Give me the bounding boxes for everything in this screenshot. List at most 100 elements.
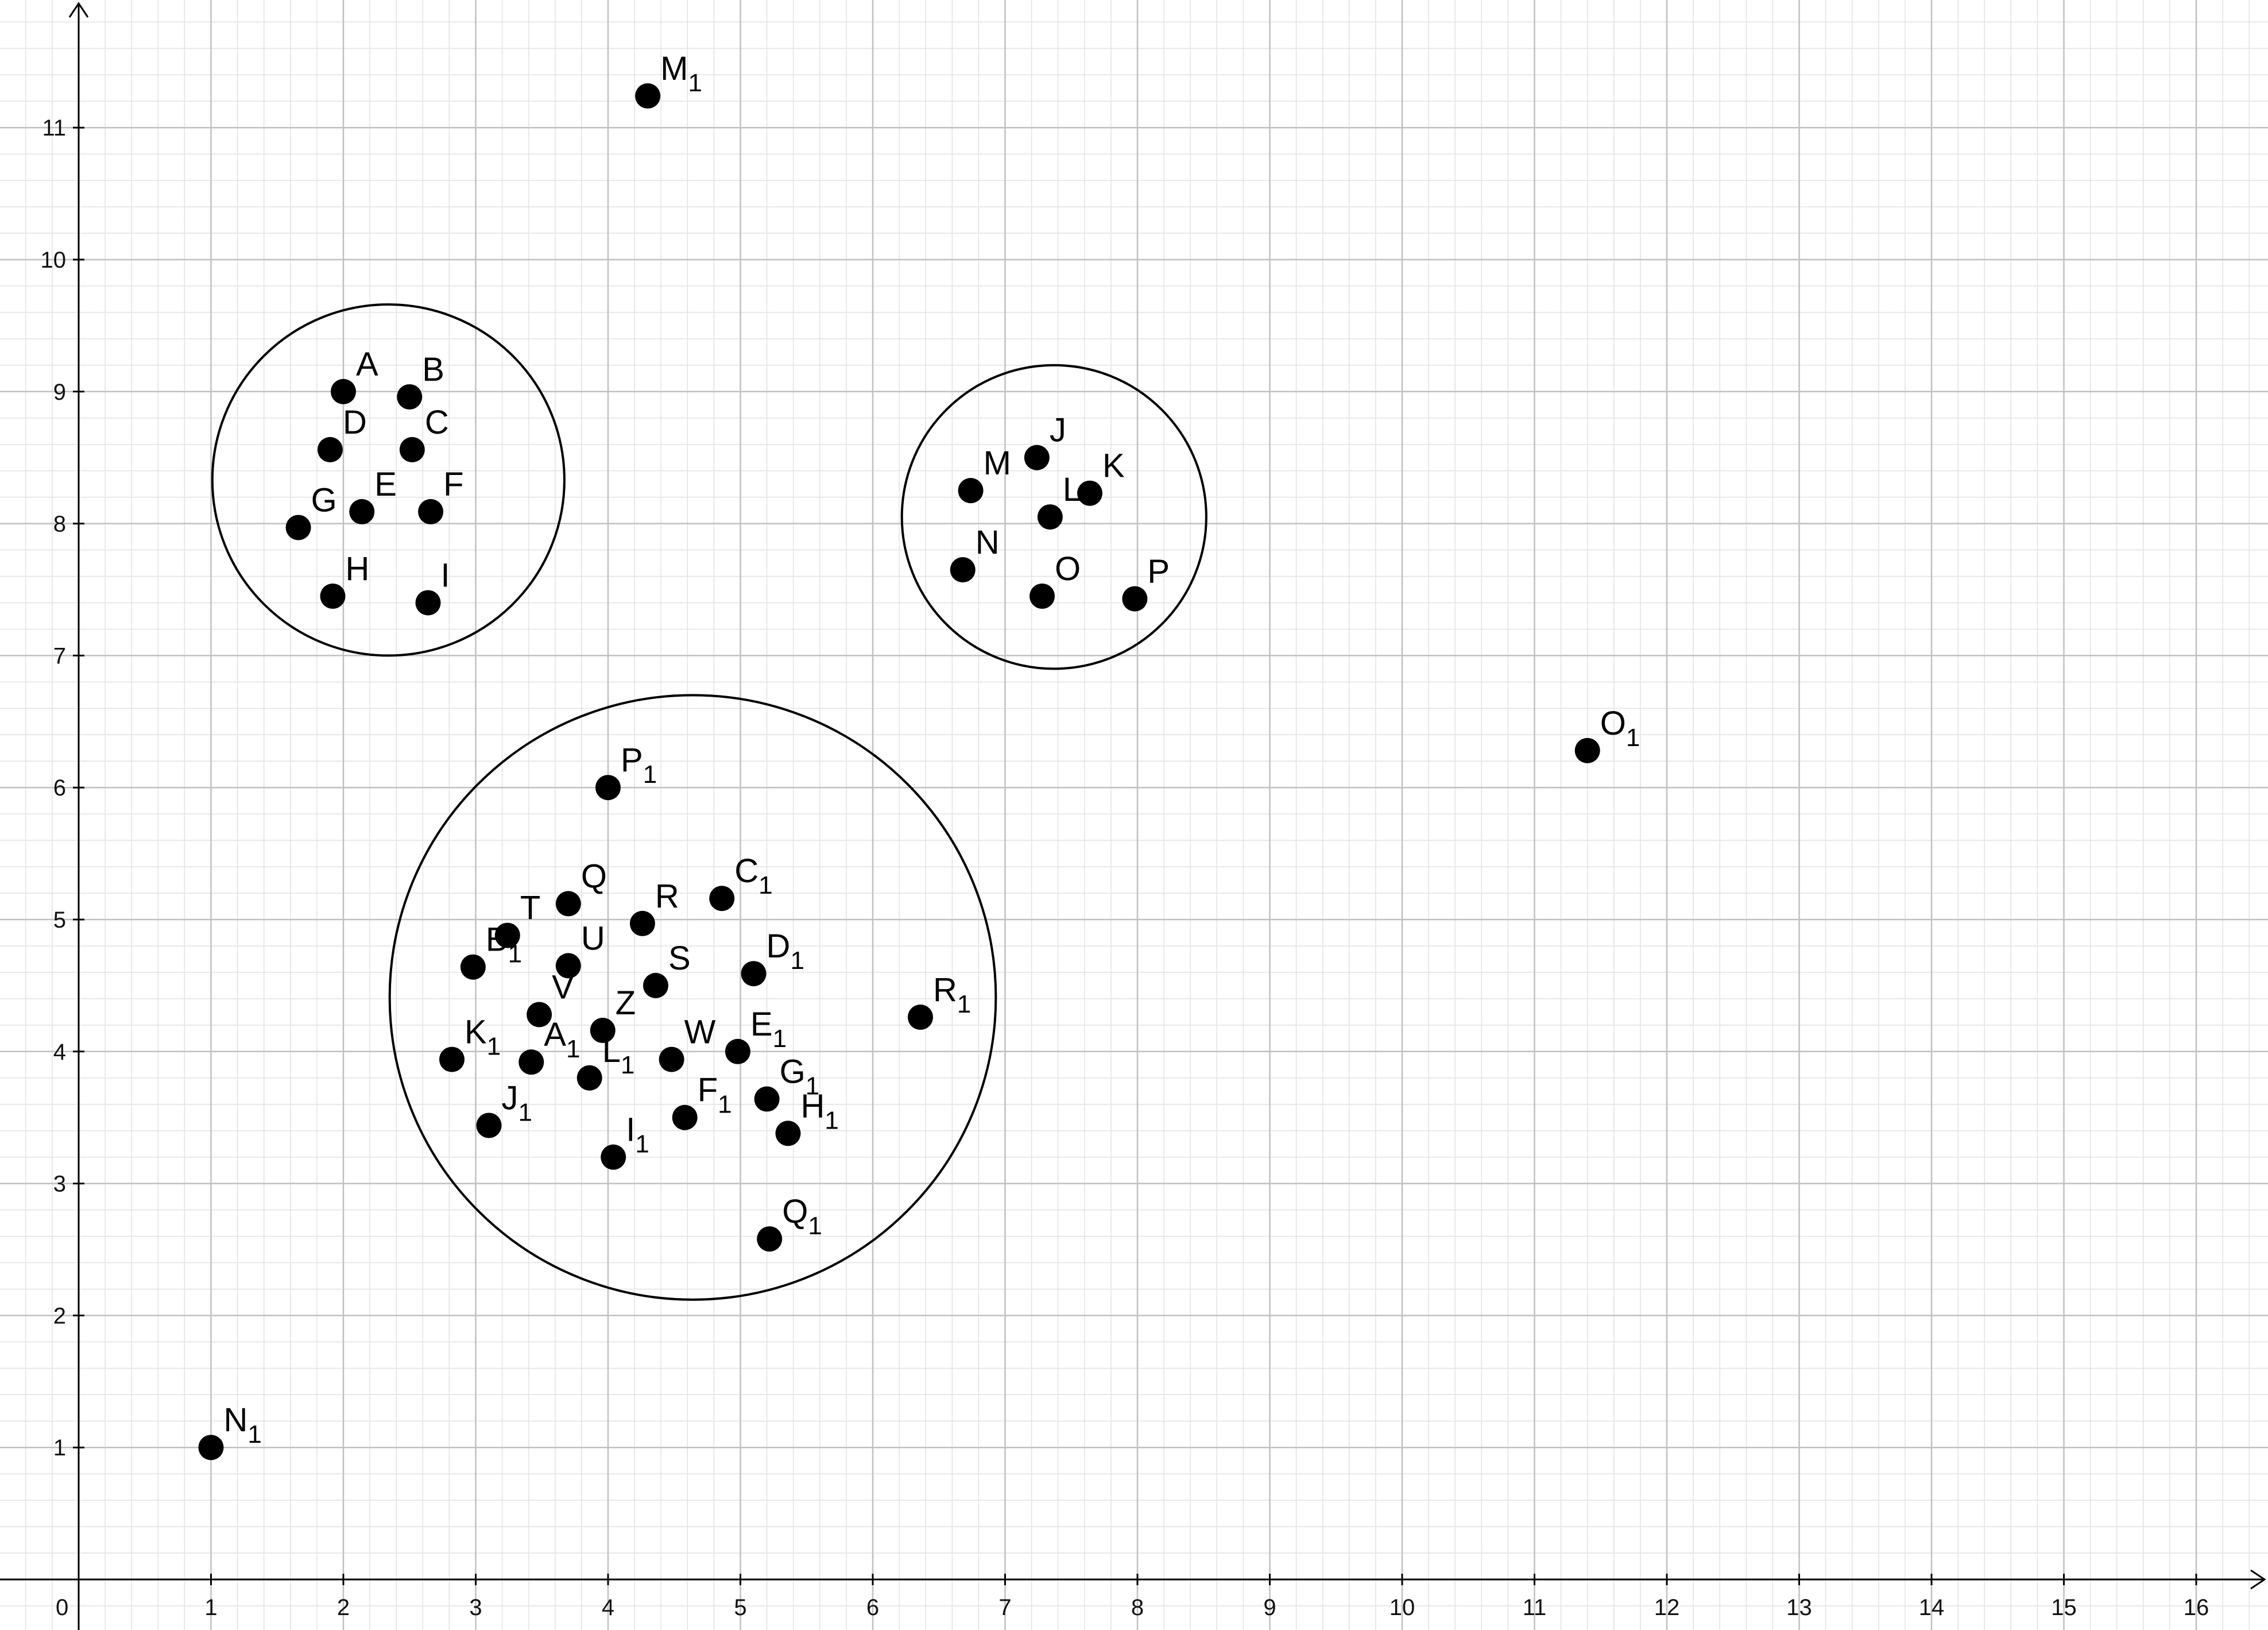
point-label: L	[1063, 471, 1081, 508]
x-tick-label: 16	[2184, 1595, 2209, 1620]
point-n	[950, 557, 976, 583]
point-label: Z	[616, 984, 636, 1022]
x-tick-label: 9	[1263, 1595, 1276, 1620]
point-label: R	[655, 878, 679, 915]
point-c1	[709, 886, 735, 911]
x-tick-label: 4	[602, 1595, 614, 1620]
x-tick-label: 11	[1523, 1595, 1547, 1620]
y-tick-label: 5	[53, 907, 66, 933]
point-d1	[741, 961, 767, 987]
point-f	[418, 499, 444, 524]
point-l1	[576, 1065, 602, 1091]
point-label: C	[425, 404, 449, 441]
point-label: J	[1050, 412, 1066, 449]
point-label: B	[422, 351, 444, 388]
y-axis-arrow	[68, 2, 89, 18]
point-r1	[907, 1005, 933, 1030]
point-label: D	[343, 404, 367, 441]
x-tick-label: 15	[2051, 1595, 2077, 1620]
point-label: S	[668, 940, 691, 977]
point-label: P1	[621, 741, 657, 789]
point-l	[1037, 504, 1063, 530]
cluster-circle	[900, 364, 1207, 670]
point-label: K1	[465, 1014, 501, 1061]
point-q1	[757, 1226, 783, 1252]
point-label: I	[441, 557, 450, 594]
cluster-circle	[211, 303, 566, 657]
point-label: M1	[660, 50, 702, 97]
y-tick-label: 4	[53, 1040, 66, 1065]
point-a	[331, 378, 356, 404]
point-s	[643, 972, 668, 998]
point-m1	[635, 83, 661, 109]
x-tick-label: 10	[1390, 1595, 1415, 1620]
point-t	[494, 922, 520, 948]
x-tick-label: 1	[204, 1595, 217, 1620]
x-axis-arrow	[2250, 1569, 2266, 1590]
x-tick-label: 6	[866, 1595, 879, 1620]
point-label: M	[984, 445, 1011, 482]
point-h1	[775, 1121, 801, 1146]
point-o	[1029, 583, 1055, 609]
point-i	[415, 590, 441, 616]
point-r	[629, 910, 655, 936]
point-label: N1	[224, 1401, 262, 1449]
point-label: P	[1147, 553, 1170, 590]
x-tick-label: 12	[1654, 1595, 1680, 1620]
point-c	[399, 437, 425, 462]
point-label: E1	[750, 1006, 787, 1053]
point-k1	[439, 1046, 465, 1072]
point-p	[1122, 586, 1148, 612]
y-tick-label: 1	[53, 1435, 66, 1461]
point-j	[1024, 445, 1050, 470]
x-tick-label: 13	[1786, 1595, 1812, 1620]
x-tick-label: 5	[734, 1595, 746, 1620]
point-label: N	[976, 524, 1000, 561]
point-w	[659, 1046, 684, 1072]
x-tick-label: 2	[337, 1595, 350, 1620]
cluster-circles	[211, 303, 1207, 1301]
point-i1	[601, 1144, 626, 1170]
origin-label: 0	[56, 1595, 68, 1620]
point-e	[349, 499, 375, 524]
point-f1	[672, 1104, 698, 1130]
y-tick-label: 2	[53, 1303, 66, 1328]
point-label: U	[581, 920, 605, 957]
point-o1	[1574, 737, 1600, 763]
point-label: E	[374, 466, 397, 503]
point-p1	[595, 775, 621, 801]
point-label: G	[311, 481, 337, 519]
point-label: L1	[602, 1032, 635, 1079]
point-u	[555, 953, 581, 979]
point-m	[958, 478, 984, 504]
point-n1	[198, 1435, 224, 1461]
point-label: F	[443, 466, 463, 503]
point-label: A1	[544, 1016, 580, 1063]
point-g1	[754, 1086, 780, 1112]
y-tick-label: 9	[53, 380, 66, 405]
point-label: W	[684, 1014, 716, 1051]
y-tick-label: 8	[53, 512, 66, 537]
point-label: D1	[767, 928, 804, 975]
point-label: F1	[698, 1072, 732, 1119]
y-tick-label: 10	[41, 248, 67, 273]
point-label: O1	[1600, 705, 1640, 752]
point-label: J1	[502, 1079, 532, 1126]
x-tick-label: 8	[1131, 1595, 1144, 1620]
point-h	[320, 583, 346, 609]
point-label: O	[1055, 550, 1081, 588]
point-e1	[725, 1038, 750, 1064]
point-a1	[518, 1049, 544, 1075]
y-tick-label: 7	[53, 643, 66, 669]
point-b1	[460, 954, 486, 980]
x-tick-label: 7	[998, 1595, 1011, 1620]
x-tick-label: 3	[469, 1595, 482, 1620]
point-label: K	[1102, 447, 1125, 485]
point-j1	[476, 1113, 502, 1138]
point-z	[590, 1018, 616, 1044]
